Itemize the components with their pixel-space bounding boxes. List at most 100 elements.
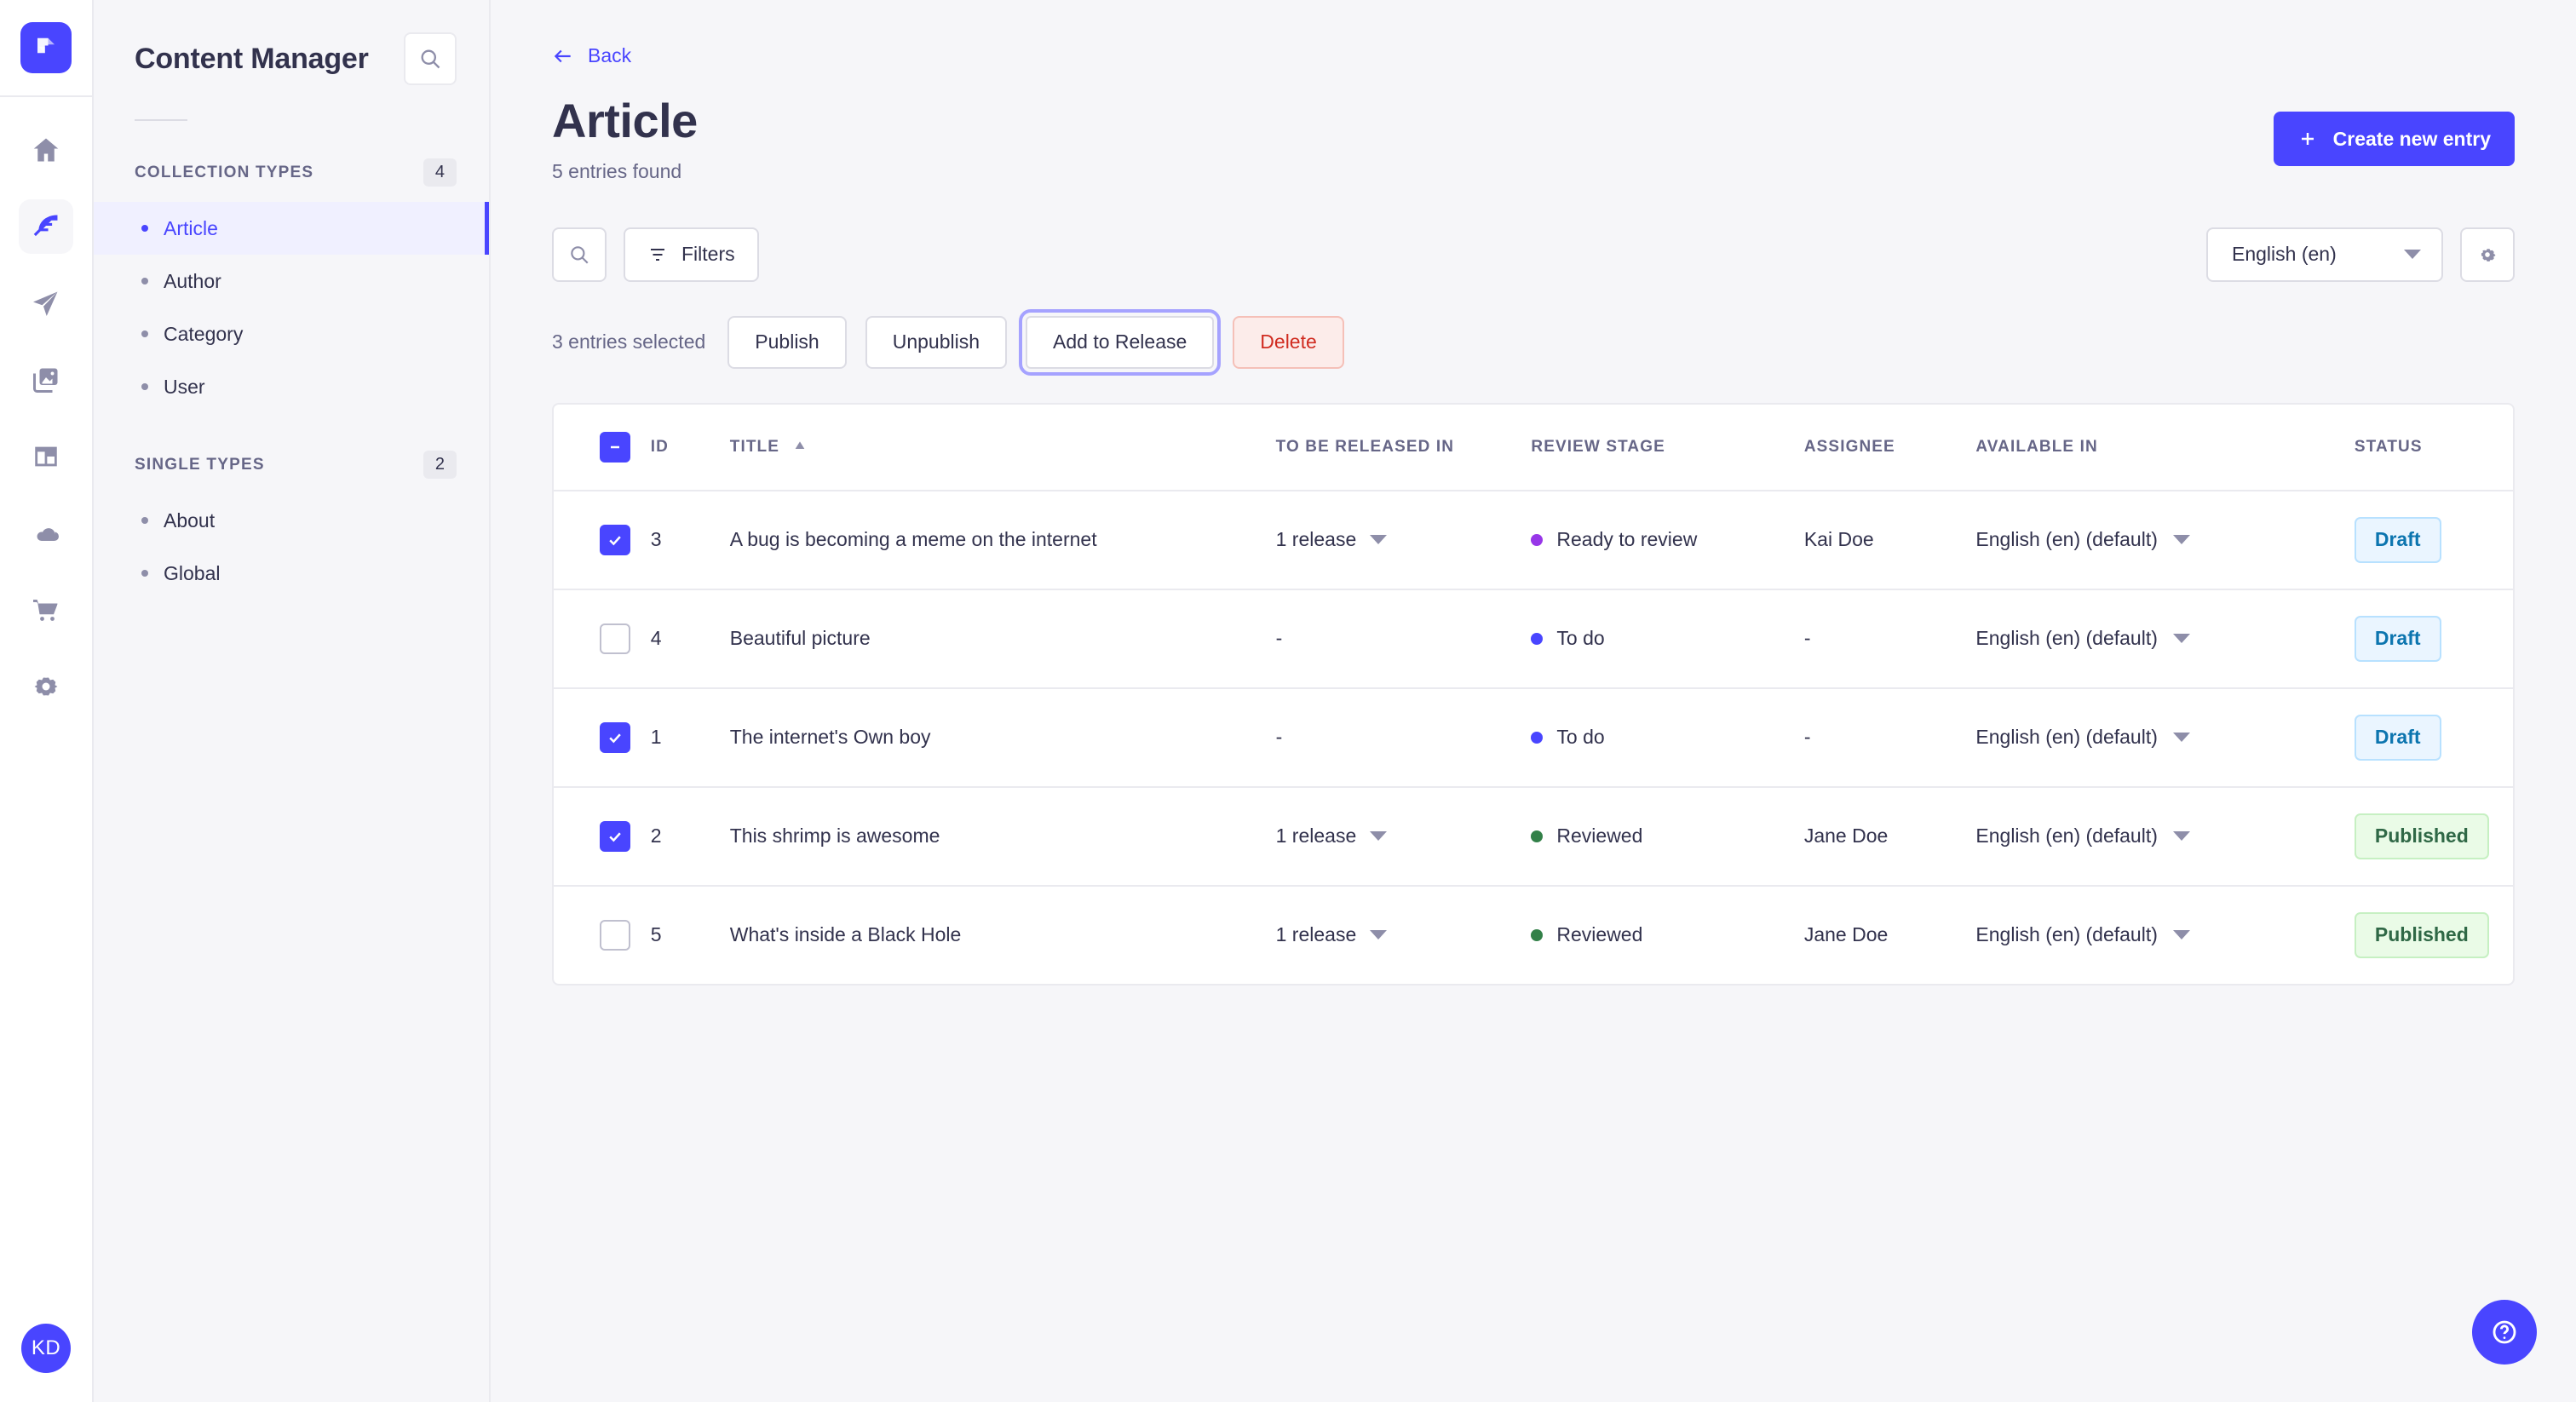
toolbar: Filters English (en) xyxy=(552,227,2515,282)
table-row[interactable]: 5 What's inside a Black Hole 1 release xyxy=(554,886,2513,984)
nav-list: About Global xyxy=(94,494,489,600)
content-type-builder-icon[interactable] xyxy=(19,429,73,484)
table-row[interactable]: 2 This shrimp is awesome 1 release xyxy=(554,786,2513,887)
help-question-icon[interactable] xyxy=(2472,1300,2537,1365)
cell-review-stage: To do xyxy=(1531,589,1804,689)
table-row[interactable]: 1 The internet's Own boy - To do - xyxy=(554,687,2513,788)
avatar[interactable]: KD xyxy=(21,1324,71,1373)
cell-title: What's inside a Black Hole xyxy=(729,923,962,946)
back-link[interactable]: Back xyxy=(552,44,2515,67)
stage-label: To do xyxy=(1556,627,1605,650)
table-header-row: ID TITLE TO BE RELEASED IN REVIEW STAGE … xyxy=(554,404,2513,491)
paper-plane-icon[interactable] xyxy=(19,276,73,330)
locale-dropdown[interactable]: English (en) (default) xyxy=(1975,726,2354,749)
row-checkbox[interactable] xyxy=(600,623,630,654)
sidebar-item-about[interactable]: About xyxy=(94,494,489,547)
entries-selected-label: 3 entries selected xyxy=(552,330,706,353)
sidebar-item-user[interactable]: User xyxy=(94,360,489,413)
cloud-icon[interactable] xyxy=(19,506,73,560)
cell-review-stage: Reviewed xyxy=(1531,786,1804,887)
filters-label: Filters xyxy=(681,243,735,266)
cell-id: 2 xyxy=(650,786,730,887)
locale-dropdown[interactable]: English (en) (default) xyxy=(1975,528,2354,551)
sidebar-item-article[interactable]: Article xyxy=(94,202,489,255)
bullet-icon xyxy=(141,383,148,390)
stage-dot-icon xyxy=(1531,533,1544,546)
cell-assignee: - xyxy=(1803,687,1976,788)
strapi-logo-icon[interactable] xyxy=(20,22,72,73)
media-library-icon[interactable] xyxy=(19,353,73,407)
search-icon[interactable] xyxy=(404,32,457,85)
bullet-icon xyxy=(141,225,148,232)
cell-id: 5 xyxy=(650,923,662,946)
group-label: SINGLE TYPES xyxy=(135,455,265,474)
locale-dropdown[interactable]: English (en) (default) xyxy=(1975,627,2354,650)
status-badge: Published xyxy=(2354,911,2489,958)
entries-table: ID TITLE TO BE RELEASED IN REVIEW STAGE … xyxy=(552,402,2515,985)
home-icon[interactable] xyxy=(19,123,73,177)
review-stage: Ready to review xyxy=(1531,528,1803,551)
view-settings-gear-icon[interactable] xyxy=(2460,227,2515,282)
chevron-down-icon xyxy=(2172,831,2190,842)
cell-assignee: - xyxy=(1803,589,1976,689)
cell-release: 1 release xyxy=(1275,786,1532,887)
sidebar-item-label: Author xyxy=(164,269,221,292)
sidebar-item-category[interactable]: Category xyxy=(94,307,489,360)
sidebar-item-global[interactable]: Global xyxy=(94,547,489,600)
column-header-title[interactable]: TITLE xyxy=(729,404,1276,491)
column-header-available-in: AVAILABLE IN xyxy=(1975,404,2355,491)
sidebar-item-label: Category xyxy=(164,322,244,345)
add-to-release-button[interactable]: Add to Release xyxy=(1019,308,1222,376)
content-manager-sidebar: Content Manager COLLECTION TYPES 4 Artic… xyxy=(94,0,491,1402)
release-dropdown[interactable]: 1 release xyxy=(1276,923,1532,946)
stage-dot-icon xyxy=(1531,731,1544,744)
group-count-badge: 4 xyxy=(423,158,457,187)
locale-label: English (en) (default) xyxy=(1975,726,2158,749)
search-icon[interactable] xyxy=(552,227,607,282)
release-label: 1 release xyxy=(1275,923,1357,946)
select-all-checkbox[interactable] xyxy=(600,431,630,463)
row-checkbox[interactable] xyxy=(600,820,630,852)
delete-button[interactable]: Delete xyxy=(1233,315,1344,369)
column-header-assignee: ASSIGNEE xyxy=(1803,404,1976,491)
avatar-initials: KD xyxy=(31,1336,61,1359)
row-checkbox[interactable] xyxy=(600,721,630,753)
status-badge: Published xyxy=(2354,813,2489,859)
sidebar-item-author[interactable]: Author xyxy=(94,255,489,307)
cell-available-in: English (en) (default) xyxy=(1975,786,2355,887)
plus-icon xyxy=(2301,133,2314,145)
locale-select[interactable]: English (en) xyxy=(2206,227,2443,282)
locale-dropdown[interactable]: English (en) (default) xyxy=(1975,923,2354,946)
chevron-down-icon xyxy=(2172,930,2190,940)
stage-label: To do xyxy=(1556,726,1605,749)
cell-id: 4 xyxy=(650,589,730,689)
column-header-id[interactable]: ID xyxy=(650,404,730,491)
release-dropdown[interactable]: 1 release xyxy=(1276,528,1532,551)
locale-select-value: English (en) xyxy=(2232,243,2337,266)
chevron-down-icon xyxy=(2404,250,2421,260)
cell-title: Beautiful picture xyxy=(729,589,1276,689)
review-stage: Reviewed xyxy=(1531,923,1803,946)
locale-dropdown[interactable]: English (en) (default) xyxy=(1975,825,2354,848)
review-stage: To do xyxy=(1531,627,1803,650)
feather-icon[interactable] xyxy=(19,199,73,254)
settings-gear-icon[interactable] xyxy=(19,659,73,714)
row-checkbox[interactable] xyxy=(600,524,630,555)
chevron-down-icon xyxy=(1370,930,1388,940)
cell-id: 3 xyxy=(650,490,730,590)
filters-button[interactable]: Filters xyxy=(624,227,759,282)
table-row[interactable]: 4 Beautiful picture - To do - xyxy=(554,589,2513,689)
publish-button[interactable]: Publish xyxy=(727,315,847,369)
marketplace-cart-icon[interactable] xyxy=(19,583,73,637)
create-new-entry-button[interactable]: Create new entry xyxy=(2273,112,2515,166)
row-checkbox[interactable] xyxy=(600,919,630,951)
stage-dot-icon xyxy=(1531,928,1544,941)
table-row[interactable]: 3 A bug is becoming a meme on the intern… xyxy=(554,490,2513,590)
column-header-status: STATUS xyxy=(2354,404,2513,491)
stage-label: Ready to review xyxy=(1556,528,1698,551)
nav-list: Article Author Category User xyxy=(94,202,489,413)
release-dropdown[interactable]: 1 release xyxy=(1276,825,1532,848)
main-inner: Back Article 5 entries found Create new … xyxy=(491,0,2576,985)
unpublish-button[interactable]: Unpublish xyxy=(865,315,1008,369)
